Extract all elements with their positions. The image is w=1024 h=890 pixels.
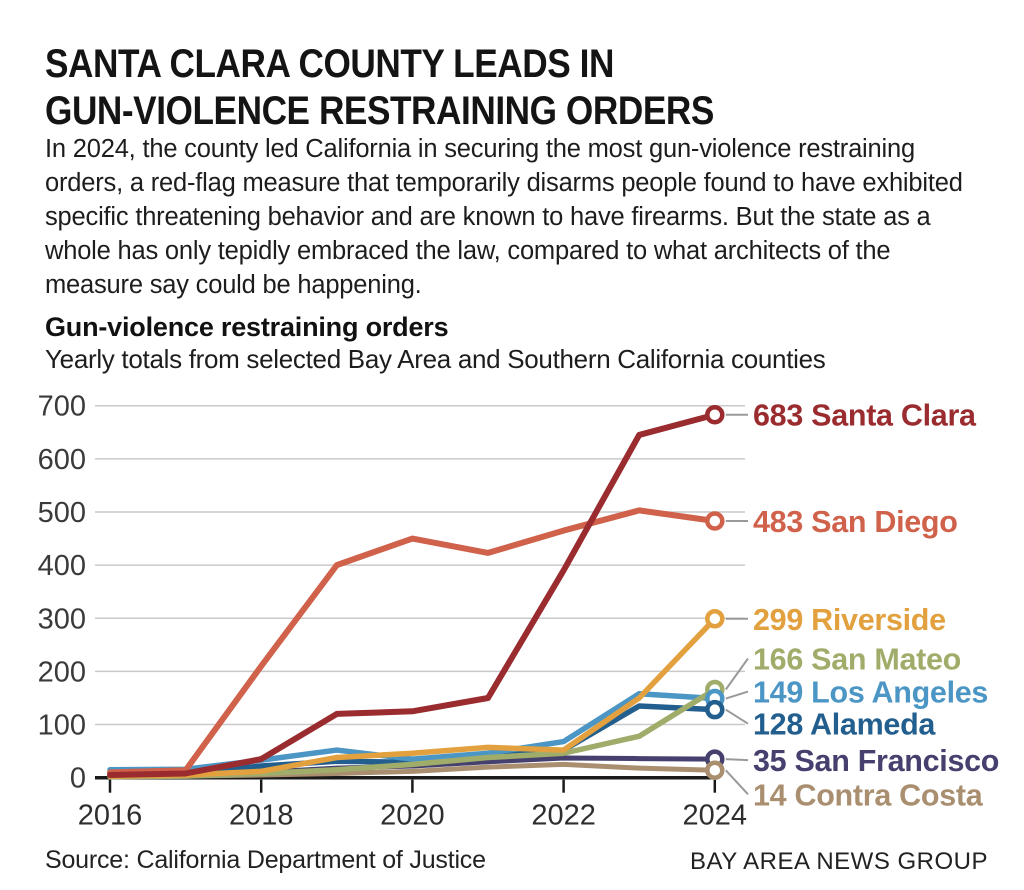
source-note: Source: California Department of Justice [45,846,486,874]
series-label-santa-clara: 683 Santa Clara [753,399,977,433]
series-end-marker-alameda [705,699,725,720]
y-axis-label-700: 700 [38,391,86,423]
series-label-san-francisco: 35 San Francisco [753,744,999,778]
x-tick-label-2024: 2024 [683,800,748,832]
headline-line-2: GUN-VIOLENCE RESTRAINING ORDERS [45,88,714,133]
series-label-los-angeles: 149 Los Angeles [753,676,988,710]
series-line-san-diego [107,507,718,776]
y-axis-label-400: 400 [38,550,86,582]
y-axis-label-500: 500 [38,497,86,529]
series-end-marker-santa-clara [705,404,725,425]
intro-paragraph: In 2024, the county led California in se… [45,134,963,299]
label-leader-contra-costa [725,769,749,795]
series-label-san-diego: 483 San Diego [753,505,958,539]
x-tick-label-2018: 2018 [229,800,294,832]
series-line-santa-clara [107,411,718,779]
series-end-marker-san-diego [705,511,725,531]
y-axis-label-600: 600 [38,444,86,476]
series-end-marker-riverside [705,609,725,629]
label-leader-los-angeles [725,690,749,700]
y-axis-label-100: 100 [38,710,86,742]
x-tick-label-2022: 2022 [531,800,596,832]
headline-line-1: SANTA CLARA COUNTY LEADS IN [45,41,614,86]
series-label-san-mateo: 166 San Mateo [753,642,961,676]
gvro-line-chart: 0 100 200 300 400 500 600 700 2016 2018 2020 2022 20… [38,391,1000,832]
chart-title: Gun-violence restraining orders [45,312,449,342]
series-label-alameda: 128 Alameda [753,708,936,742]
headline: SANTA CLARA COUNTY LEADS IN GUN-VIOLENCE… [45,41,714,135]
x-tick-label-2016: 2016 [78,800,143,832]
y-axis-label-0: 0 [70,763,86,795]
credit-line: BAY AREA NEWS GROUP [689,848,988,875]
series-label-riverside: 299 Riverside [753,603,946,637]
x-tick-label-2020: 2020 [380,800,445,832]
y-axis-label-200: 200 [38,656,86,688]
series-label-contra-costa: 14 Contra Costa [753,778,984,812]
series-end-marker-contra-costa [705,760,725,781]
series-line-riverside [107,616,718,779]
label-leader-san-francisco [725,758,749,762]
label-leader-san-mateo [724,657,749,691]
chart-subtitle: Yearly totals from selected Bay Area and… [45,344,826,374]
label-leader-alameda [725,708,749,725]
y-axis-label-300: 300 [38,603,86,635]
